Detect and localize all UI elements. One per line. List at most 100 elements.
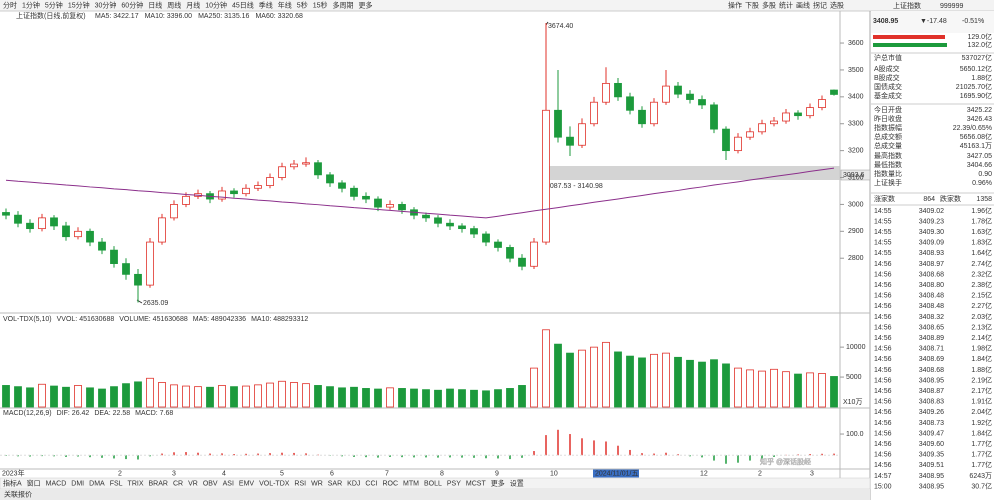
indicator-tab[interactable]: FSL (110, 480, 123, 487)
indicator-tab[interactable]: MTM (403, 480, 419, 487)
tick-time: 14:56 (874, 346, 892, 353)
period-tab[interactable]: 60分钟 (121, 0, 143, 9)
candle-body (14, 214, 22, 224)
volume-bar (134, 381, 142, 408)
quote-code: 999999 (940, 3, 963, 10)
tick-volume: 30.7亿 (971, 481, 992, 490)
indicator-tab[interactable]: ROC (382, 480, 398, 487)
y-tick-label: 3600 (848, 40, 864, 47)
volume-bar (194, 386, 202, 408)
tool-button[interactable]: 拐记 (813, 0, 827, 9)
buy-volume: 129.0亿 (967, 32, 992, 41)
indicator-tab[interactable]: MACD (46, 480, 67, 487)
indicator-tab[interactable]: DMI (71, 480, 84, 487)
indicator-tab[interactable]: OBV (203, 480, 218, 487)
period-tab[interactable]: 45日线 (232, 0, 254, 9)
volume-bar (458, 389, 466, 408)
stat-label: 今日开盘 (874, 105, 902, 114)
indicator-tab[interactable]: 更多 (491, 478, 505, 487)
candle-body (314, 162, 322, 176)
indicator-tab[interactable]: 指标A (3, 478, 22, 487)
indicator-tab[interactable]: PSY (447, 480, 461, 487)
period-tab[interactable]: 周线 (167, 0, 181, 9)
volume-bar (794, 373, 802, 408)
indicator-tab[interactable]: MCST (466, 480, 487, 487)
period-tab[interactable]: 15秒 (313, 0, 328, 9)
tick-volume: 2.15亿 (971, 291, 992, 300)
volume-bar (806, 372, 814, 408)
volume-bar (638, 357, 646, 408)
tick-time: 14:56 (874, 356, 892, 363)
y-tick-label: 3400 (848, 94, 864, 101)
stat-label: B股成交 (874, 73, 900, 82)
tick-price: 3408.48 (919, 303, 944, 310)
period-tab[interactable]: 15分钟 (68, 0, 90, 9)
period-tab[interactable]: 月线 (186, 0, 200, 9)
candle-body (362, 195, 370, 200)
period-tab[interactable]: 更多 (359, 0, 373, 9)
date-label: 6 (330, 470, 334, 477)
stat-value: 5656.08亿 (960, 132, 992, 141)
volume-bar (290, 382, 298, 408)
tick-price: 3409.30 (919, 229, 944, 236)
period-tab[interactable]: 10分钟 (205, 0, 227, 9)
volume-bar (362, 388, 370, 408)
volume-bar (386, 387, 394, 408)
volume-bar (278, 380, 286, 408)
tick-price: 3409.23 (919, 218, 944, 225)
volume-bar (410, 388, 418, 408)
stat-value: 5650.12亿 (960, 64, 992, 73)
volume-bar (230, 386, 238, 408)
indicator-tab[interactable]: EMV (239, 480, 255, 487)
candle-body (434, 217, 442, 224)
indicator-tab[interactable]: KDJ (347, 480, 360, 487)
tool-button[interactable]: 画线 (796, 0, 810, 9)
indicator-tab[interactable]: VR (188, 480, 198, 487)
tool-button[interactable]: 统计 (779, 0, 793, 9)
indicator-tab[interactable]: BOLL (424, 480, 442, 487)
indicator-tab[interactable]: BRAR (149, 480, 168, 487)
candle-body (26, 222, 34, 230)
candle-body (662, 85, 670, 103)
period-tab[interactable]: 季线 (259, 0, 273, 9)
period-tab[interactable]: 5秒 (297, 0, 308, 9)
period-tab[interactable]: 日线 (148, 0, 162, 9)
indicator-tab[interactable]: WR (311, 480, 323, 487)
candle-body (170, 204, 178, 219)
candle-body (518, 257, 526, 267)
indicator-tab[interactable]: 设置 (510, 478, 524, 487)
vol-indicator: MA5: 489042336 (193, 316, 246, 323)
range-label: 3087.53 - 3140.98 (546, 183, 603, 190)
tool-button[interactable]: 多股 (762, 0, 776, 9)
indicator-tab[interactable]: DMA (89, 480, 105, 487)
period-tab[interactable]: 1分钟 (22, 0, 40, 9)
tick-volume: 1.77亿 (971, 460, 992, 469)
indicator-tab[interactable]: 窗口 (27, 478, 41, 487)
indicator-tab[interactable]: TRIX (128, 480, 144, 487)
tool-button[interactable]: 下股 (745, 1, 759, 9)
indicator-tab[interactable]: ASI (223, 480, 234, 487)
indicator-tab[interactable]: CCI (365, 480, 377, 487)
period-tab[interactable]: 年线 (278, 0, 292, 9)
period-tab[interactable]: 分时 (3, 0, 17, 9)
tick-price: 3408.69 (919, 356, 944, 363)
tool-button[interactable]: 操作 (728, 0, 742, 9)
tick-price: 3408.93 (919, 250, 944, 257)
volume-bar (566, 352, 574, 408)
period-tab[interactable]: 30分钟 (95, 0, 117, 9)
vol-indicator: MA10: 488293312 (251, 316, 308, 323)
period-tab[interactable]: 多周期 (333, 0, 354, 9)
tick-price: 3408.87 (919, 388, 944, 395)
tick-time: 14:56 (874, 430, 892, 437)
candle-body (698, 99, 706, 106)
indicator-tab[interactable]: RSI (294, 480, 306, 487)
period-tab[interactable]: 5分钟 (45, 0, 63, 9)
tick-volume: 6243万 (969, 472, 992, 480)
y-tick-label: 3000 (848, 201, 864, 208)
indicator-tab[interactable]: VOL-TDX (259, 480, 290, 487)
tool-button[interactable]: 选股 (830, 0, 844, 9)
tick-volume: 2.32亿 (971, 269, 992, 278)
indicator-tab[interactable]: CR (173, 480, 183, 487)
indicator-tab[interactable]: SAR (328, 480, 342, 487)
